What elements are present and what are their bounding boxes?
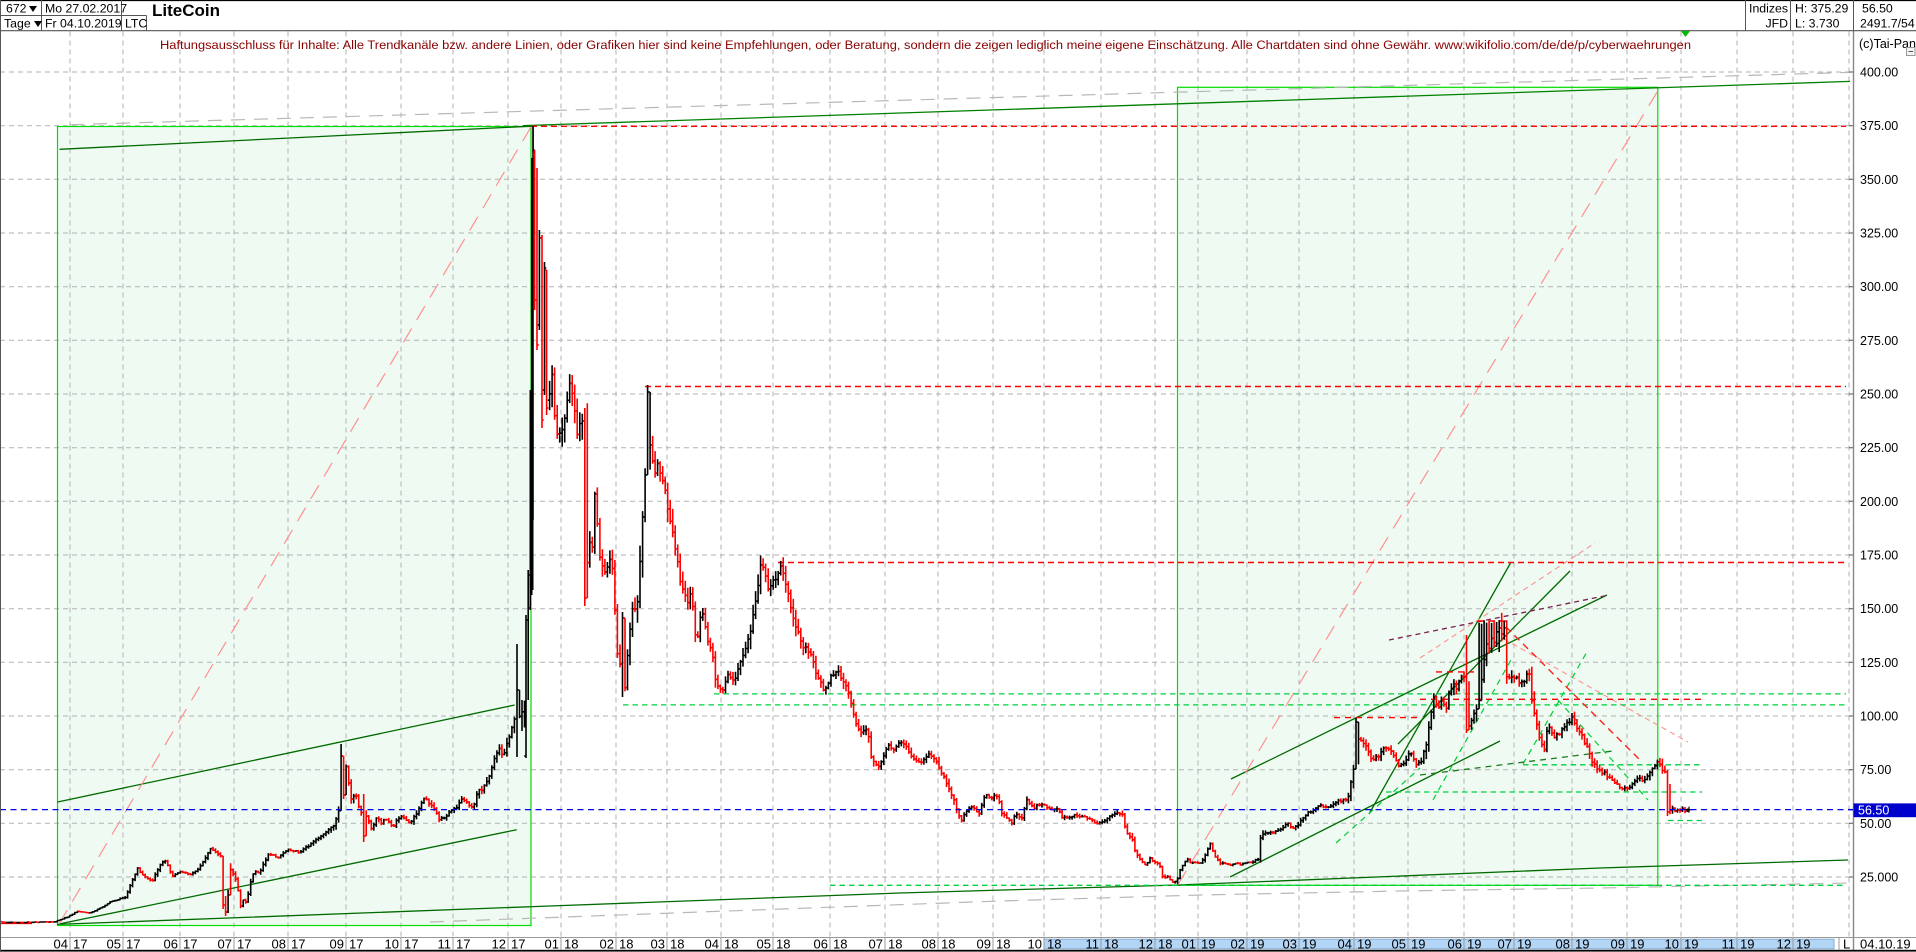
svg-text:400.00: 400.00 (1860, 66, 1898, 80)
svg-text:08: 08 (272, 937, 286, 952)
svg-text:250.00: 250.00 (1860, 388, 1898, 402)
svg-text:275.00: 275.00 (1860, 334, 1898, 348)
svg-text:08: 08 (922, 937, 936, 952)
svg-text:Haftungsausschluss für Inhalte: Haftungsausschluss für Inhalte: Alle Tre… (160, 38, 1691, 52)
svg-text:12: 12 (492, 937, 506, 952)
svg-text:17: 17 (511, 937, 525, 952)
svg-text:17: 17 (349, 937, 363, 952)
svg-text:LTC: LTC (125, 17, 147, 31)
svg-text:19: 19 (1796, 937, 1810, 952)
svg-text:09: 09 (330, 937, 344, 952)
svg-text:11: 11 (1086, 937, 1100, 952)
svg-text:17: 17 (237, 937, 251, 952)
svg-text:75.00: 75.00 (1860, 763, 1891, 777)
svg-text:11: 11 (1722, 937, 1736, 952)
svg-text:672: 672 (6, 2, 27, 16)
svg-text:17: 17 (456, 937, 470, 952)
svg-text:Mo 27.02.2017: Mo 27.02.2017 (45, 2, 127, 16)
svg-text:11: 11 (438, 937, 452, 952)
svg-text:Tage: Tage (4, 17, 31, 31)
svg-text:06: 06 (1448, 937, 1462, 952)
svg-text:07: 07 (1498, 937, 1512, 952)
svg-text:350.00: 350.00 (1860, 173, 1898, 187)
svg-text:18: 18 (996, 937, 1010, 952)
svg-text:300.00: 300.00 (1860, 280, 1898, 294)
svg-text:19: 19 (1302, 937, 1316, 952)
svg-text:03: 03 (1283, 937, 1297, 952)
svg-text:04.10.19: 04.10.19 (1860, 937, 1911, 952)
svg-text:04: 04 (705, 937, 719, 952)
svg-text:08: 08 (1556, 937, 1570, 952)
svg-text:06: 06 (164, 937, 178, 952)
svg-text:10: 10 (1665, 937, 1679, 952)
svg-text:150.00: 150.00 (1860, 602, 1898, 616)
svg-text:06: 06 (814, 937, 828, 952)
svg-text:01: 01 (1182, 937, 1196, 952)
svg-text:56.50: 56.50 (1858, 804, 1889, 818)
svg-text:200.00: 200.00 (1860, 495, 1898, 509)
svg-text:17: 17 (404, 937, 418, 952)
svg-text:(c)Tai-Pan: (c)Tai-Pan (1859, 37, 1916, 51)
svg-text:19: 19 (1630, 937, 1644, 952)
svg-text:07: 07 (869, 937, 883, 952)
svg-text:19: 19 (1357, 937, 1371, 952)
svg-text:17: 17 (126, 937, 140, 952)
svg-text:19: 19 (1250, 937, 1264, 952)
svg-text:L: L (1843, 937, 1850, 952)
svg-text:18: 18 (776, 937, 790, 952)
svg-text:19: 19 (1517, 937, 1531, 952)
svg-text:18: 18 (1047, 937, 1061, 952)
svg-text:19: 19 (1740, 937, 1754, 952)
svg-text:01: 01 (545, 937, 559, 952)
svg-text:04: 04 (1338, 937, 1352, 952)
svg-text:50.00: 50.00 (1860, 817, 1891, 831)
svg-text:02: 02 (1231, 937, 1245, 952)
svg-text:19: 19 (1201, 937, 1215, 952)
svg-text:07: 07 (218, 937, 232, 952)
svg-text:18: 18 (564, 937, 578, 952)
svg-text:18: 18 (1104, 937, 1118, 952)
svg-text:19: 19 (1411, 937, 1425, 952)
svg-text:12: 12 (1139, 937, 1153, 952)
svg-text:18: 18 (619, 937, 633, 952)
svg-text:225.00: 225.00 (1860, 441, 1898, 455)
svg-text:175.00: 175.00 (1860, 549, 1898, 563)
svg-text:05: 05 (757, 937, 771, 952)
svg-text:09: 09 (977, 937, 991, 952)
svg-text:18: 18 (941, 937, 955, 952)
svg-text:325.00: 325.00 (1860, 227, 1898, 241)
svg-text:04: 04 (54, 937, 68, 952)
svg-text:2491.7/54: 2491.7/54 (1860, 17, 1915, 31)
svg-text:Indizes: Indizes (1749, 2, 1788, 16)
svg-text:25.000: 25.000 (1860, 871, 1898, 885)
svg-text:10: 10 (1028, 937, 1042, 952)
svg-text:05: 05 (1392, 937, 1406, 952)
svg-text:18: 18 (1158, 937, 1172, 952)
svg-text:L: 3.730: L: 3.730 (1795, 17, 1840, 31)
svg-text:17: 17 (183, 937, 197, 952)
svg-text:03: 03 (651, 937, 665, 952)
svg-text:JFD: JFD (1765, 17, 1788, 31)
svg-text:18: 18 (670, 937, 684, 952)
svg-text:12: 12 (1777, 937, 1791, 952)
svg-text:19: 19 (1684, 937, 1698, 952)
svg-text:09: 09 (1611, 937, 1625, 952)
svg-text:05: 05 (107, 937, 121, 952)
svg-text:H: 375.29: H: 375.29 (1795, 2, 1848, 16)
svg-text:125.00: 125.00 (1860, 656, 1898, 670)
svg-text:LiteCoin: LiteCoin (152, 1, 220, 20)
svg-text:17: 17 (291, 937, 305, 952)
svg-text:17: 17 (73, 937, 87, 952)
svg-text:375.00: 375.00 (1860, 119, 1898, 133)
svg-text:18: 18 (888, 937, 902, 952)
svg-text:19: 19 (1575, 937, 1589, 952)
svg-text:18: 18 (724, 937, 738, 952)
svg-text:100.00: 100.00 (1860, 710, 1898, 724)
svg-text:10: 10 (385, 937, 399, 952)
svg-text:19: 19 (1467, 937, 1481, 952)
svg-text:02: 02 (600, 937, 614, 952)
svg-text:18: 18 (833, 937, 847, 952)
svg-text:56.50: 56.50 (1862, 2, 1893, 16)
svg-text:Fr 04.10.2019: Fr 04.10.2019 (45, 17, 122, 31)
